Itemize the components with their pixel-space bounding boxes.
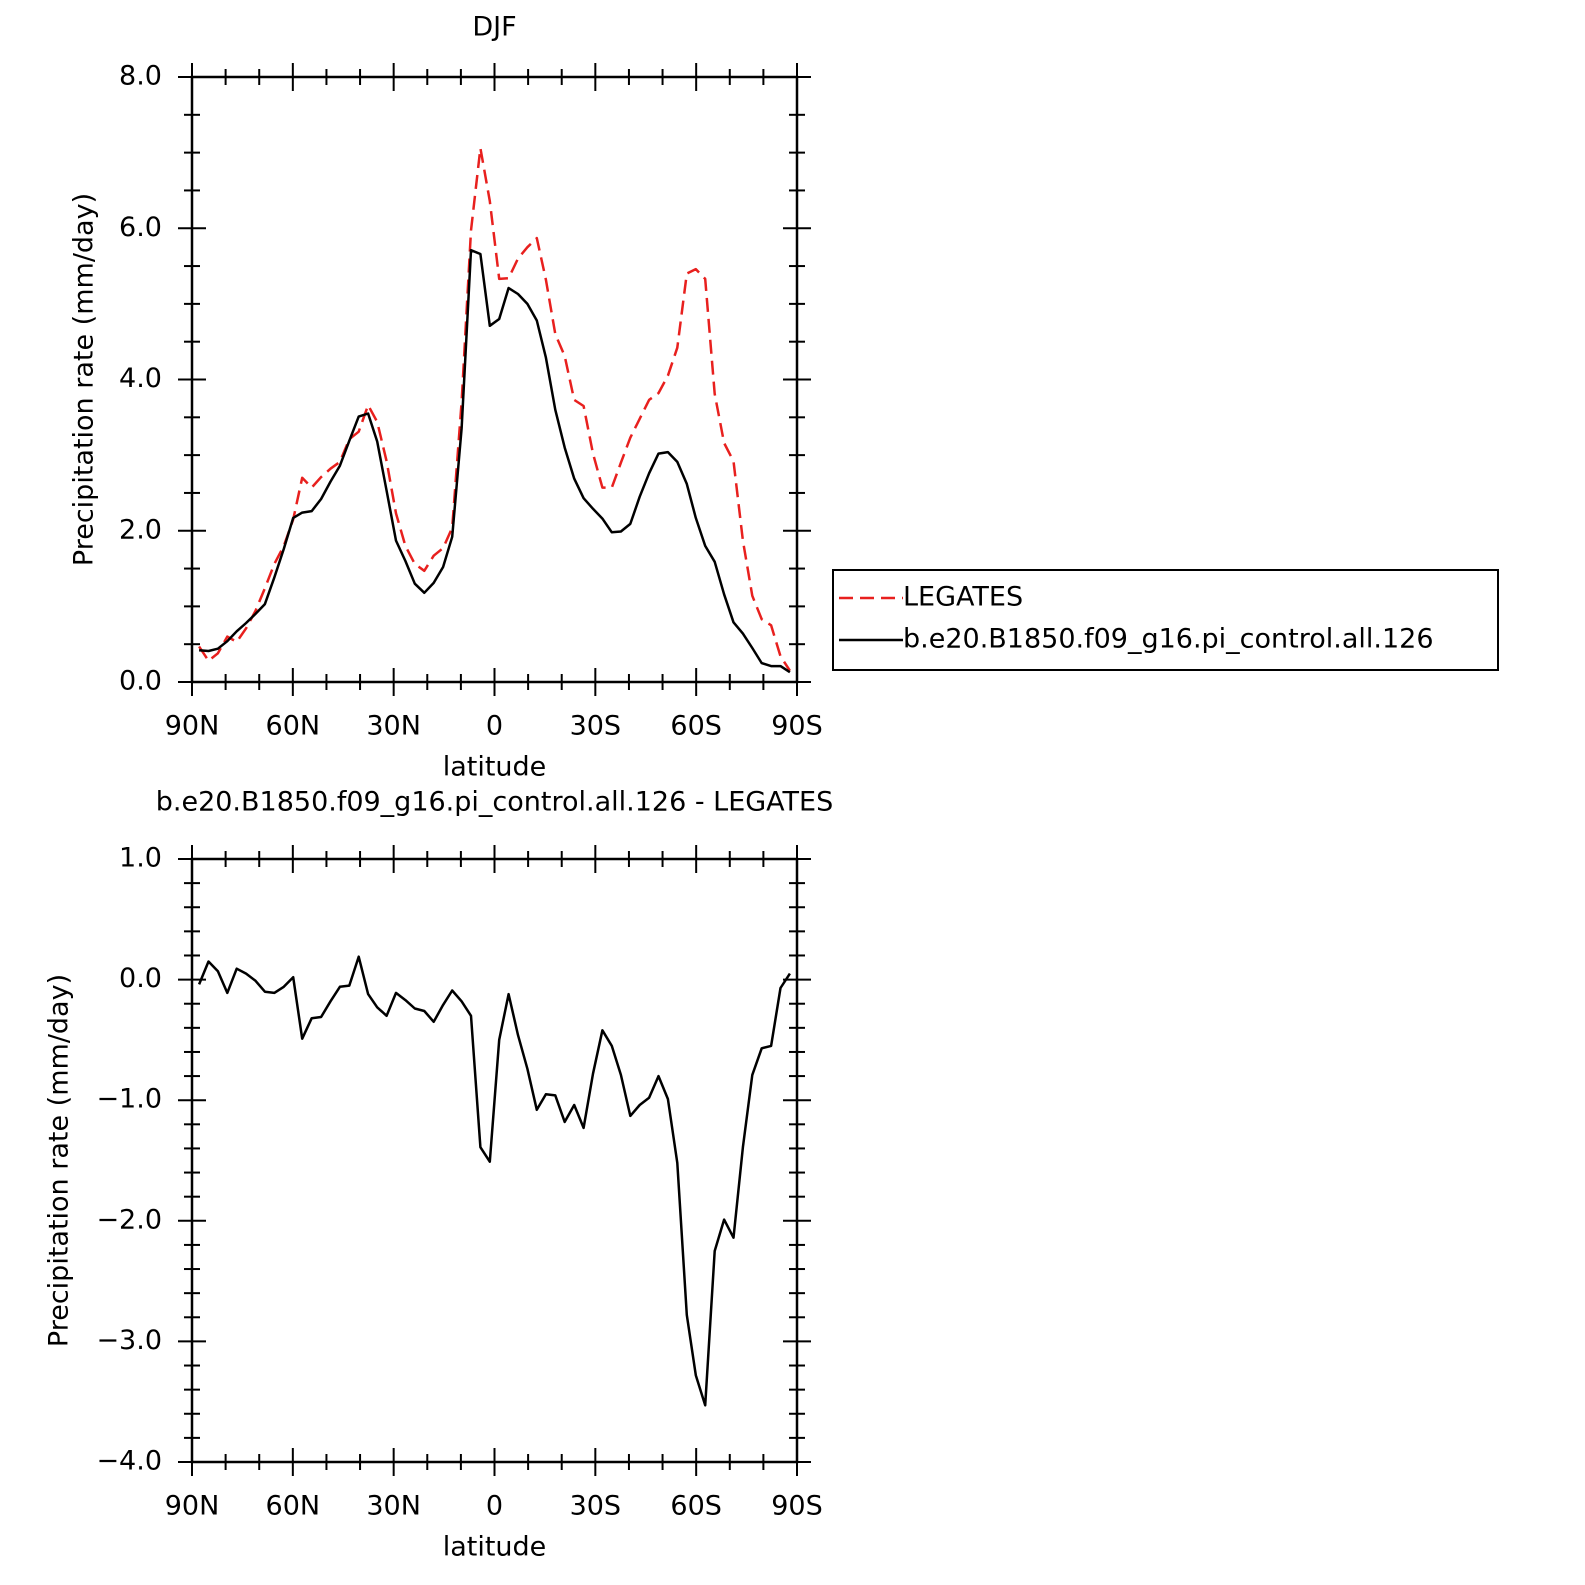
y-tick-label: −1.0 xyxy=(96,1084,162,1115)
legend-label: LEGATES xyxy=(903,582,1023,613)
x-axis-label: latitude xyxy=(443,1532,547,1563)
chart-title: DJF xyxy=(472,12,516,43)
x-tick-label: 90N xyxy=(165,1491,220,1522)
x-tick-label: 0 xyxy=(486,711,503,742)
data-line xyxy=(198,248,791,674)
x-tick-label: 30N xyxy=(366,711,421,742)
legend-box xyxy=(832,569,1499,671)
x-tick-label: 60N xyxy=(266,1491,321,1522)
y-tick-label: −3.0 xyxy=(96,1325,162,1356)
y-tick-label: 0.0 xyxy=(119,963,162,994)
x-tick-label: 0 xyxy=(486,1491,503,1522)
y-tick-label: 6.0 xyxy=(119,212,162,243)
x-tick-label: 90S xyxy=(771,711,823,742)
x-tick-label: 30S xyxy=(570,711,622,742)
legend-label: b.e20.B1850.f09_g16.pi_control.all.126 xyxy=(903,624,1434,655)
x-tick-label: 60N xyxy=(266,711,321,742)
chart-title: b.e20.B1850.f09_g16.pi_control.all.126 -… xyxy=(156,787,834,818)
x-axis-label: latitude xyxy=(443,752,547,783)
x-tick-label: 90S xyxy=(771,1491,823,1522)
y-tick-label: 4.0 xyxy=(119,363,162,394)
y-axis-label: Precipitation rate (mm/day) xyxy=(44,974,75,1347)
y-tick-label: 2.0 xyxy=(119,514,162,545)
data-line xyxy=(197,955,791,1407)
x-tick-label: 60S xyxy=(670,711,722,742)
y-tick-label: 0.0 xyxy=(119,666,162,697)
y-axis-label: Precipitation rate (mm/day) xyxy=(69,193,100,566)
x-tick-label: 90N xyxy=(165,711,220,742)
y-tick-label: 1.0 xyxy=(119,843,162,874)
y-tick-label: −2.0 xyxy=(96,1204,162,1235)
data-line xyxy=(198,146,791,672)
plot-frame xyxy=(190,857,799,1464)
x-tick-label: 30N xyxy=(366,1491,421,1522)
x-tick-label: 30S xyxy=(570,1491,622,1522)
x-tick-label: 60S xyxy=(670,1491,722,1522)
y-tick-label: −4.0 xyxy=(96,1446,162,1477)
y-tick-label: 8.0 xyxy=(119,61,162,92)
plot-frame xyxy=(190,75,799,684)
